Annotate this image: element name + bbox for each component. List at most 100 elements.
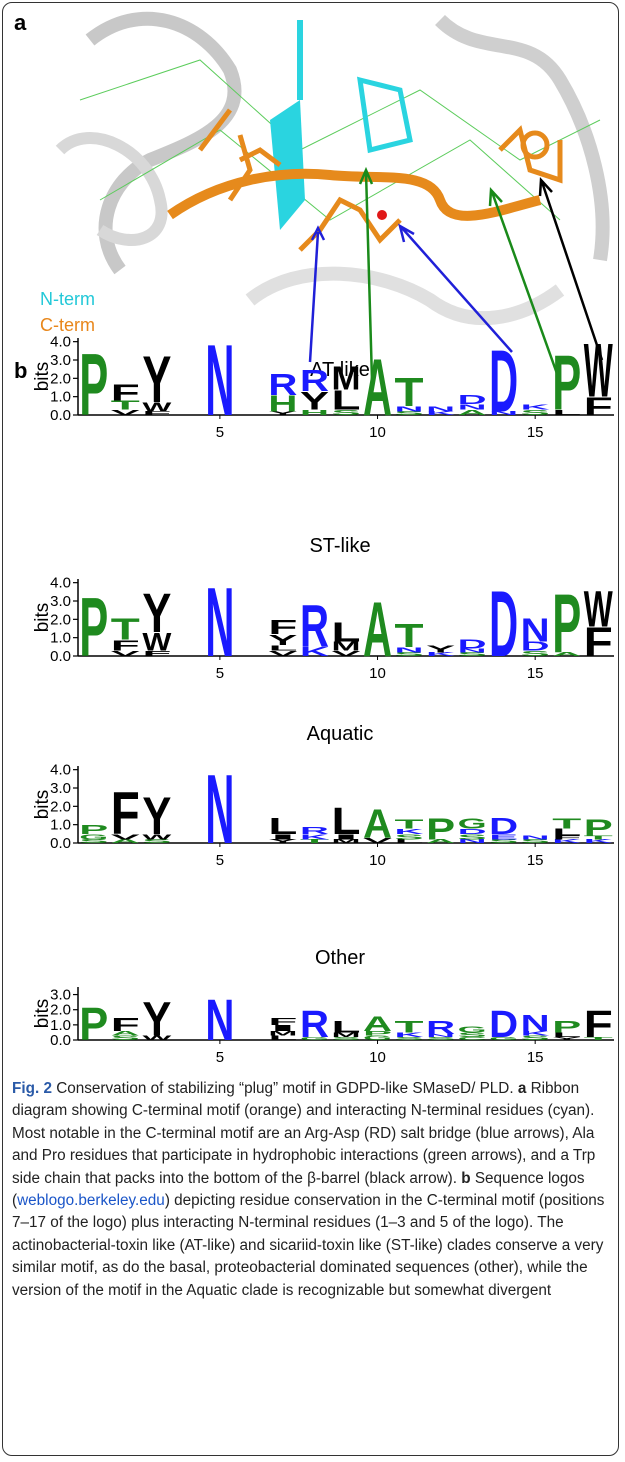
logo-letter: Y [142,583,171,645]
logo-letter: P [584,815,613,840]
legend-c-term: C-term [40,315,95,335]
logo-letter: Y [142,786,171,845]
x-tick-label: 15 [527,424,544,441]
caption: Fig. 2 Conservation of stabilizing “plug… [12,1078,610,1302]
logo-letter: T [395,370,424,415]
y-tick-label: 1.0 [50,389,71,406]
logo-letter: D [489,571,518,676]
logo-letter: A [363,586,392,673]
logo-letter: D [458,393,487,407]
logo-letter: R [426,1017,455,1038]
logo-letter: T [395,1018,424,1037]
logo-letter: F [111,1014,140,1035]
logo-letter: M [331,360,360,397]
logo-letter: P [552,577,581,670]
logo-letter: K [521,403,550,411]
logo-letter: D [489,813,518,838]
fig-label: Fig. 2 [12,1080,52,1097]
logo-letter: R [268,367,297,401]
y-tick-label: 3.0 [50,352,71,369]
logo-letter: P [79,336,108,434]
y-tick-label: 0.0 [50,648,71,665]
logo-letter: D [458,637,487,651]
logo-letter: D [489,333,518,431]
x-tick-label: 15 [527,665,544,682]
y-tick-label: 0.0 [50,1032,71,1049]
logo-letter: L [331,616,360,647]
caption-label: b [461,1170,470,1187]
y-tick-label: 4.0 [50,762,71,779]
logo-letter: P [79,999,108,1050]
logo-letter: T [111,612,140,646]
logo-letter: N [205,568,234,678]
y-tick-label: 2.0 [50,1002,71,1019]
panel-label: a [14,10,27,35]
logo-letter: L [331,1018,360,1037]
logo-letter: R [300,1004,329,1046]
logo-letter: P [79,581,108,674]
logo-letter: N [521,835,550,841]
y-tick-label: 3.0 [50,593,71,610]
logo-letter: A [363,1012,392,1035]
logo-letter: T [395,617,424,654]
logo-letter: P [552,1018,581,1037]
logo-title: ST-like [309,535,370,557]
logo-letter: A [363,801,392,846]
logo-letter: T [552,815,581,832]
logo-letter: N [205,755,234,865]
logo-letter: P [426,812,455,846]
logo-letter: G [458,815,487,832]
logo-letter: A [363,343,392,433]
logo-letter: T [395,817,424,831]
logo-letter: F [111,380,140,405]
logo-letter: N [205,324,234,437]
y-tick-label: 1.0 [50,817,71,834]
y-tick-label: 3.0 [50,780,71,797]
logo-letter: W [584,328,613,413]
y-tick-label: 0.0 [50,407,71,424]
legend-n-term: N-term [40,289,95,309]
y-tick-label: 2.0 [50,611,71,628]
logo-letter: F [268,616,297,638]
logo-letter: G [458,1025,487,1034]
logo-letter: F [111,779,140,847]
logo-title: Other [315,947,365,969]
logo-letter: P [79,822,108,836]
logo-letter: L [268,813,297,838]
logo-letter: N [521,612,550,649]
caption-label: a [518,1080,527,1097]
logo-letter: R [300,364,329,398]
caption-title: Conservation of stabilizing “plug” motif… [56,1080,513,1097]
logo-letter: Y [426,643,455,654]
link[interactable]: weblogo.berkeley.edu [17,1192,165,1209]
panel-label: b [14,358,27,383]
figure: a N-term C-term b AT-likebits0.01.02.03.… [0,0,625,1075]
y-tick-label: 4.0 [50,334,71,351]
x-tick-label: 10 [369,1049,386,1066]
logo-letter: N [521,1010,550,1036]
x-tick-label: 15 [527,1049,544,1066]
logo-letter: N [205,988,234,1053]
x-tick-label: 10 [369,852,386,869]
y-tick-label: 1.0 [50,1017,71,1034]
logo-letter: R [300,825,329,836]
y-tick-label: 4.0 [50,575,71,592]
logo-letter: R [300,592,329,660]
logo-title: Aquatic [307,723,374,745]
y-tick-label: 1.0 [50,630,71,647]
logo-letter: F [268,1016,297,1028]
logo-letter: Y [142,342,171,416]
y-tick-label: 3.0 [50,987,71,1004]
logo-letter: N [426,405,455,413]
y-tick-label: 2.0 [50,798,71,815]
y-tick-label: 2.0 [50,370,71,387]
logo-letter: F [584,1004,613,1046]
logo-letter: Y [142,992,171,1046]
logo-letter: L [331,800,360,842]
x-tick-label: 15 [527,852,544,869]
page: a N-term C-term b AT-likebits0.01.02.03.… [0,0,625,1462]
y-tick-label: 0.0 [50,835,71,852]
logo-letter: W [584,581,613,638]
logo-letter: D [489,1004,518,1046]
logo-letter: P [552,340,581,427]
